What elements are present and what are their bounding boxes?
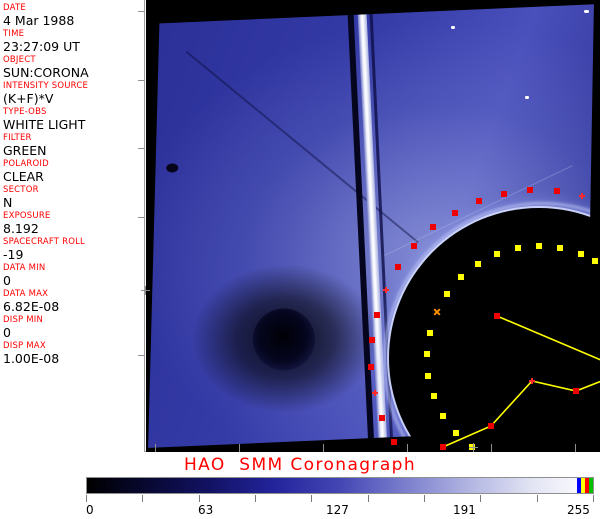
metadata-item: DISP MAX 1.00E-08	[3, 341, 144, 366]
metadata-label: DATA MIN	[3, 263, 46, 273]
metadata-label: SECTOR	[3, 185, 39, 195]
metadata-label: INTENSITY SOURCE	[3, 81, 89, 91]
colorbar-tail-swatch	[585, 478, 589, 493]
metadata-label: EXPOSURE	[3, 211, 51, 221]
colorbar-tick-label: 191	[453, 503, 476, 517]
colorbar-tick-label: 0	[86, 503, 94, 517]
colorbar-tick	[480, 495, 481, 502]
colorbar[interactable]: 0 63 127 191 255	[86, 477, 594, 517]
metadata-label: FILTER	[3, 133, 32, 143]
metadata-item: INTENSITY SOURCE (K+F)*V	[3, 81, 144, 106]
metadata-value: GREEN	[3, 143, 47, 158]
axis-tick	[155, 444, 156, 452]
metadata-label: POLAROID	[3, 159, 49, 169]
colorbar-tail-swatch	[577, 478, 581, 493]
rail-tick	[138, 148, 145, 149]
colorbar-tick	[86, 495, 87, 502]
colorbar-ticks	[86, 495, 594, 503]
feature-polygon	[442, 315, 600, 448]
metadata-value: 0	[3, 273, 11, 288]
metadata-value: 0	[3, 325, 11, 340]
colorbar-tail-swatch	[581, 478, 585, 493]
colorbar-tick	[311, 495, 312, 502]
colorbar-tick-label: 255	[567, 503, 590, 517]
metadata-item: POLAROID CLEAR	[3, 159, 144, 184]
metadata-item: OBJECT SUN:CORONA	[3, 55, 144, 80]
bright-speck	[451, 26, 455, 29]
colorbar-tick	[255, 495, 256, 502]
metadata-value: WHITE LIGHT	[3, 117, 86, 132]
colorbar-tick	[537, 495, 538, 502]
metadata-item: SECTOR N	[3, 185, 144, 210]
page-title: HAO SMM Coronagraph	[183, 455, 417, 475]
display-frame: DATE 4 Mar 1988 TIME 23:27:09 UT OBJECT SUN:C…	[0, 0, 600, 452]
rail-tick	[138, 11, 145, 12]
metadata-item: DATA MIN 0	[3, 263, 144, 288]
axis-tick	[575, 444, 576, 452]
axis-tick	[323, 444, 324, 452]
metadata-value: N	[3, 195, 13, 210]
metadata-label: DISP MAX	[3, 341, 46, 351]
metadata-item: DATE 4 Mar 1988	[3, 3, 144, 28]
rail-plus-marker	[141, 286, 150, 295]
metadata-value: CLEAR	[3, 169, 44, 184]
bright-speck	[525, 96, 529, 99]
metadata-item: DISP MIN 0	[3, 315, 144, 340]
metadata-value: 8.192	[3, 221, 39, 236]
rail-tick	[138, 355, 145, 356]
axis-tick	[491, 444, 492, 452]
metadata-item: TIME 23:27:09 UT	[3, 29, 144, 54]
metadata-label: OBJECT	[3, 55, 36, 65]
metadata-label: DATA MAX	[3, 289, 49, 299]
axis-tick	[239, 444, 240, 452]
metadata-value: 4 Mar 1988	[3, 13, 75, 28]
metadata-panel: DATE 4 Mar 1988 TIME 23:27:09 UT OBJECT SUN:C…	[0, 0, 145, 452]
rail-tick	[138, 80, 145, 81]
colorbar-tick-label: 63	[198, 503, 214, 517]
metadata-item: SPACECRAFT ROLL -19	[3, 237, 144, 262]
colorbar-tick	[593, 495, 594, 502]
metadata-item: EXPOSURE 8.192	[3, 211, 144, 236]
metadata-item: TYPE-OBS WHITE LIGHT	[3, 107, 144, 132]
colorbar-tick-labels: 0 63 127 191 255	[86, 503, 594, 519]
metadata-value: -19	[3, 247, 24, 262]
metadata-value: SUN:CORONA	[3, 65, 89, 80]
colorbar-tick	[142, 495, 143, 502]
bright-speck	[584, 10, 589, 13]
metadata-value: 23:27:09 UT	[3, 39, 80, 54]
metadata-label: TIME	[3, 29, 25, 39]
metadata-label: DISP MIN	[3, 315, 44, 325]
colorbar-tick	[424, 495, 425, 502]
metadata-value: 6.82E-08	[3, 299, 60, 314]
coronagraph-image[interactable]	[146, 0, 600, 452]
colorbar-tick-label: 127	[326, 503, 349, 517]
metadata-item: DATA MAX 6.82E-08	[3, 289, 144, 314]
metadata-label: SPACECRAFT ROLL	[3, 237, 85, 247]
metadata-label: DATE	[3, 3, 26, 13]
colorbar-gradient	[86, 477, 594, 494]
metadata-label: TYPE-OBS	[3, 107, 47, 117]
colorbar-tick	[368, 495, 369, 502]
colorbar-tail-swatch	[589, 478, 593, 493]
rail-tick	[138, 217, 145, 218]
axis-plus-marker	[469, 443, 478, 452]
colorbar-tick	[199, 495, 200, 502]
metadata-item: FILTER GREEN	[3, 133, 144, 158]
metadata-value: 1.00E-08	[3, 351, 60, 366]
axis-tick	[407, 444, 408, 452]
metadata-value: (K+F)*V	[3, 91, 54, 106]
